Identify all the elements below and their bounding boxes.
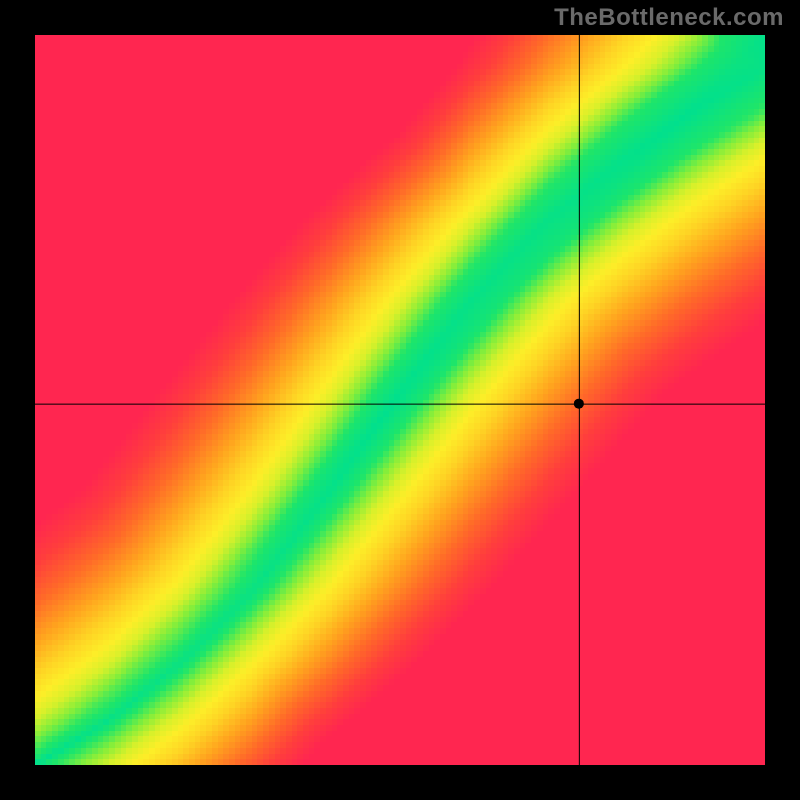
chart-container: TheBottleneck.com [0,0,800,800]
watermark-label: TheBottleneck.com [554,4,784,32]
bottleneck-heatmap [0,0,800,800]
